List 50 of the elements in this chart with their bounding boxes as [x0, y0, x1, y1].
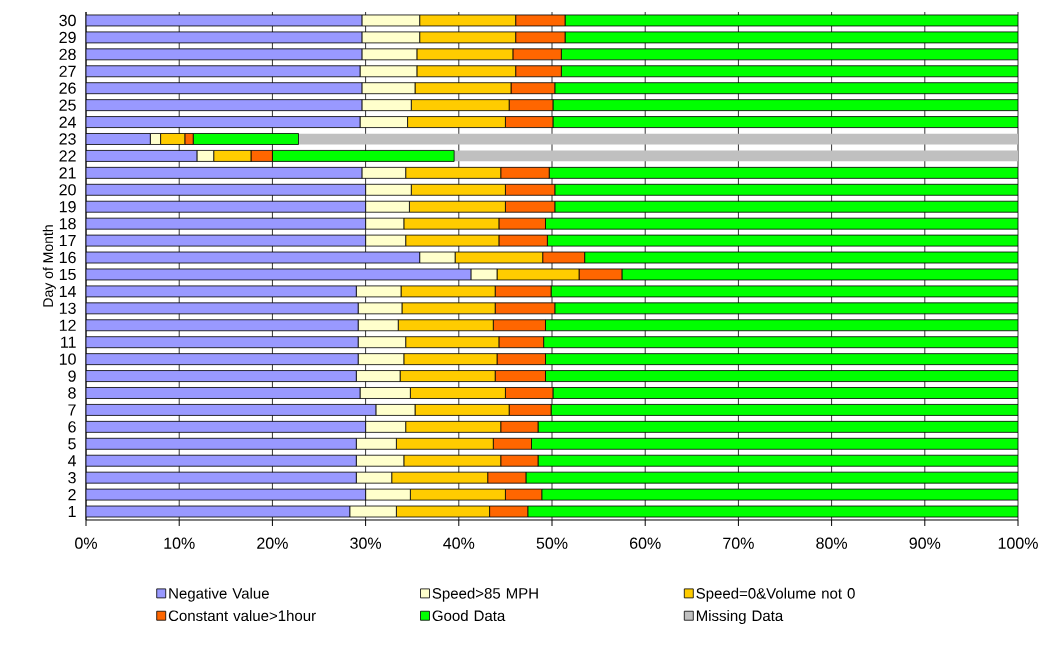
legend-label: Missing Data	[696, 610, 784, 625]
x-tick-label: 20%	[257, 537, 288, 549]
bar	[454, 150, 1019, 162]
y-tick-label: 27	[59, 65, 76, 77]
y-tick-label: 12	[59, 319, 76, 331]
y-tick-label: 4	[67, 455, 77, 467]
y-tick-label: 16	[59, 251, 76, 264]
y-tick-label: 1	[68, 506, 76, 518]
legend-label: Speed=0&Volume not 0	[696, 587, 855, 602]
y-tick-label: 13	[59, 302, 76, 314]
y-tick-label: 18	[59, 218, 76, 230]
y-tick-label: 3	[68, 472, 76, 484]
y-tick-label: 25	[59, 99, 76, 111]
x-tick-label: 100%	[998, 537, 1038, 549]
x-tick-label: 80%	[816, 537, 848, 549]
y-tick-label: 5	[68, 438, 76, 450]
legend-label: Speed>85 MPH	[432, 587, 538, 602]
x-tick-label: 50%	[536, 537, 568, 549]
x-tick-label: 60%	[630, 537, 661, 549]
y-tick-label: 28	[59, 48, 76, 60]
y-tick-label: 6	[68, 421, 76, 433]
y-tick-label: 24	[59, 116, 76, 128]
y-tick-label: 15	[59, 268, 76, 281]
y-tick-label: 19	[59, 201, 76, 213]
y-tick-label: 20	[59, 184, 76, 196]
bar	[298, 133, 1019, 145]
legend-label: Good Data	[432, 610, 506, 622]
y-tick-label: 2	[68, 489, 76, 501]
x-tick-label: 90%	[909, 537, 941, 549]
y-tick-label: 8	[68, 387, 76, 399]
y-axis-title: Day of Month	[42, 225, 56, 307]
y-tick-label: 29	[59, 31, 76, 44]
legend-label: Constant value>1hour	[168, 610, 316, 622]
y-tick-label: 22	[59, 150, 76, 162]
x-tick-label: 30%	[350, 537, 382, 549]
y-tick-label: 14	[59, 285, 76, 297]
y-tick-label: 11	[61, 336, 76, 348]
y-tick-label: 30	[59, 14, 76, 27]
x-tick-label: 10%	[164, 537, 195, 549]
y-tick-label: 21	[59, 167, 76, 179]
legend-label: Negative Value	[169, 587, 269, 602]
y-tick-label: 9	[68, 370, 76, 382]
x-tick-label: 70%	[723, 537, 754, 549]
x-tick-label: 40%	[443, 537, 475, 549]
y-tick-label: 26	[59, 82, 76, 94]
y-tick-label: 7	[68, 404, 76, 416]
y-tick-label: 10	[59, 353, 76, 365]
y-tick-label: 23	[59, 133, 76, 145]
y-tick-label: 17	[59, 235, 76, 247]
x-tick-label: 0%	[75, 537, 98, 549]
